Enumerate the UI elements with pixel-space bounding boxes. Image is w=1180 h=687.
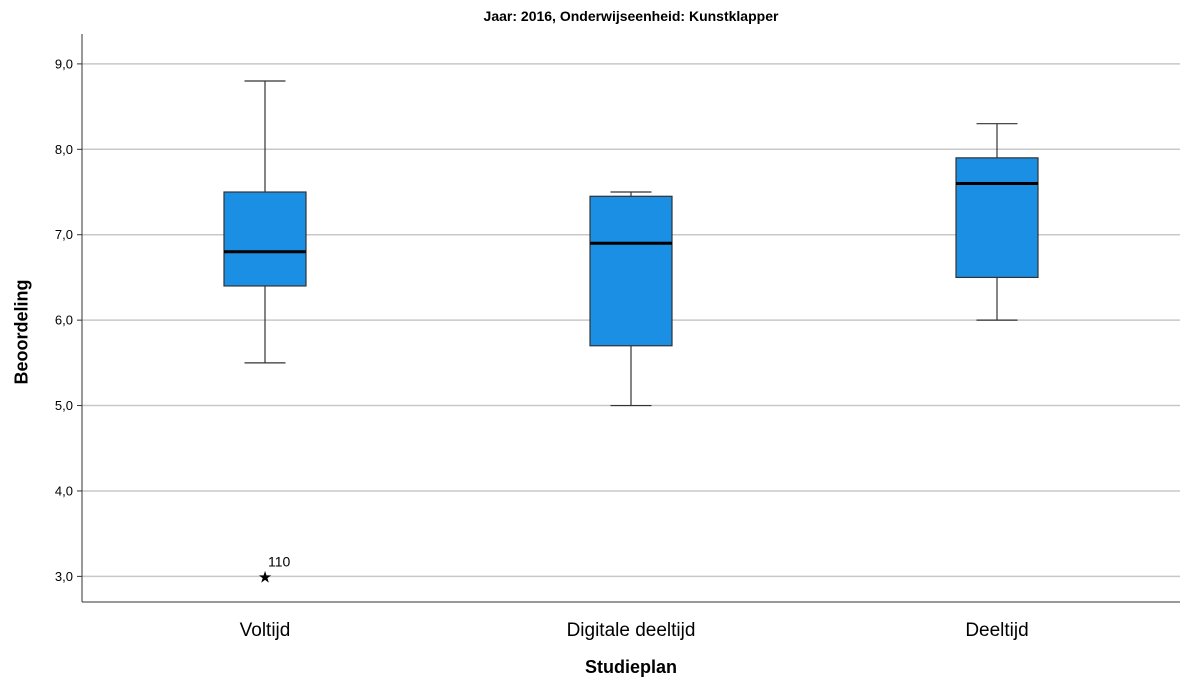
y-tick-label: 4,0 xyxy=(55,483,73,498)
chart-title: Jaar: 2016, Onderwijseenheid: Kunstklapp… xyxy=(483,8,779,24)
box-deeltijd xyxy=(955,157,1039,279)
x-tick-label: Voltijd xyxy=(240,620,291,641)
y-tick-label: 9,0 xyxy=(55,56,73,71)
y-tick-label: 3,0 xyxy=(55,569,73,584)
x-tick-label: Digitale deeltijd xyxy=(567,620,696,641)
x-tick-label: Deeltijd xyxy=(965,620,1028,641)
x-axis-label: Studieplan xyxy=(584,657,677,677)
y-tick-label: 5,0 xyxy=(55,398,73,413)
y-tick-label: 6,0 xyxy=(55,313,73,328)
outlier-label: 110 xyxy=(268,553,291,569)
outlier-star: ★ xyxy=(258,567,272,586)
y-tick-label: 7,0 xyxy=(55,227,73,242)
y-tick-label: 8,0 xyxy=(55,142,73,157)
box-voltijd xyxy=(223,191,307,287)
box-digitale-deeltijd xyxy=(589,195,673,347)
